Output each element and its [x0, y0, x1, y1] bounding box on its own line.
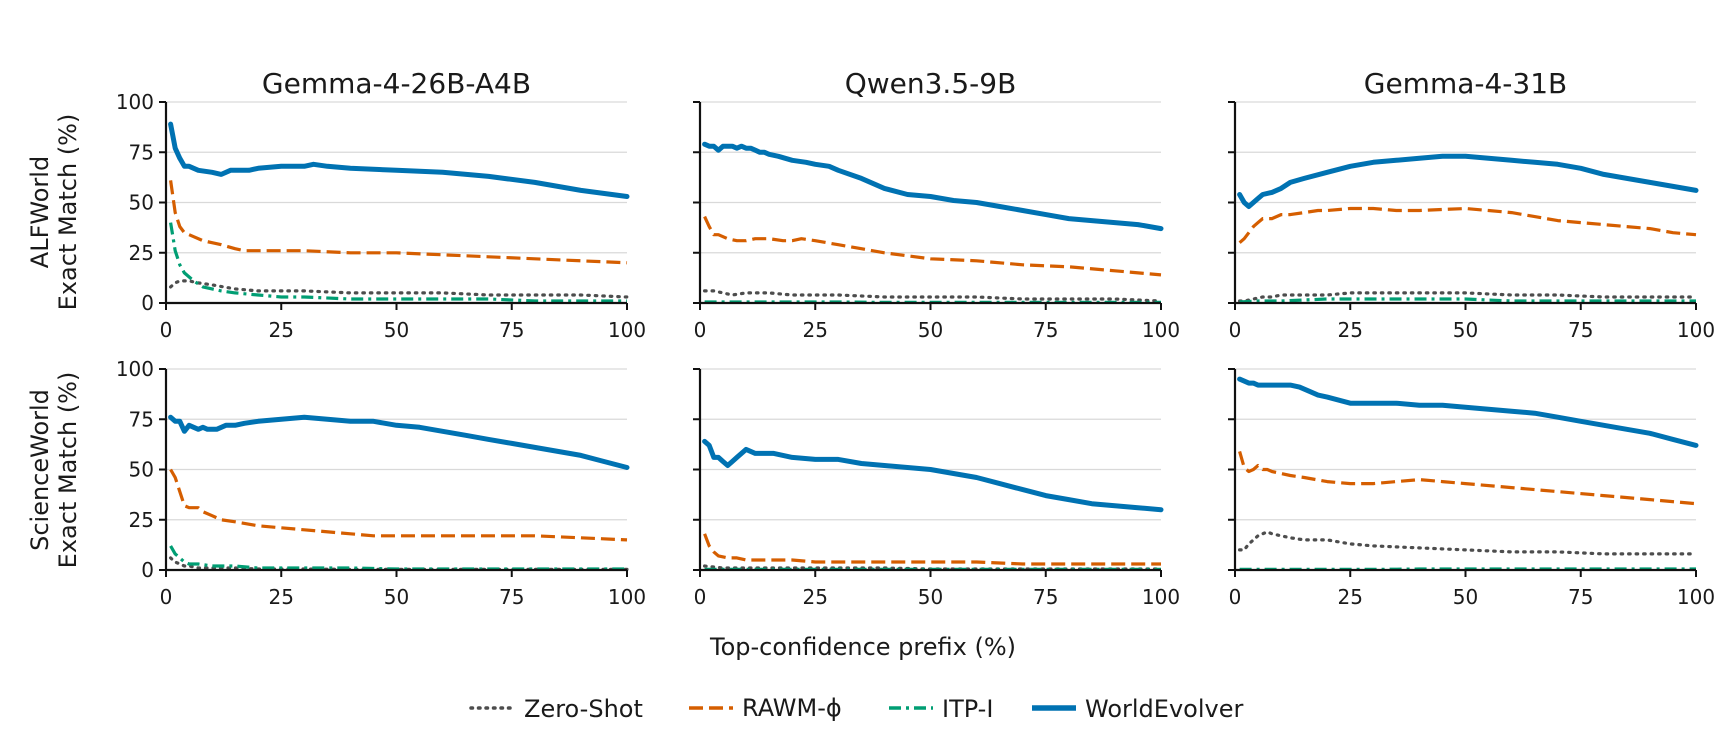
x-tick-label: 75 — [1033, 318, 1058, 342]
x-tick-label: 50 — [1453, 585, 1478, 609]
x-tick-label: 75 — [499, 318, 524, 342]
series-line-itp-i — [169, 222, 627, 303]
y-tick-label: 25 — [129, 241, 154, 265]
y-tick-label: 0 — [141, 291, 154, 315]
legend-item-rawm: RAWM-ϕ — [689, 694, 842, 722]
series-line-rawm — [703, 215, 1162, 277]
x-tick-label: 50 — [384, 585, 409, 609]
legend: Zero-Shot RAWM-ϕ ITP-I WorldEvolver — [469, 694, 1243, 723]
panel-1-3: 0 25 50 75 100 Gemma-4-31B — [1228, 67, 1715, 342]
x-tick-label: 75 — [1568, 318, 1593, 342]
series-line-itp-i — [169, 545, 627, 571]
panel-1-1: 0 25 50 75 100 0 25 50 75 100 Gemma-4-26B-A4B — [116, 67, 646, 342]
x-tick-label: 25 — [1338, 585, 1363, 609]
panel-2-2: 0 25 50 75 100 — [693, 368, 1180, 609]
x-tick-label: 100 — [1142, 585, 1180, 609]
panel-2-1: 0 25 50 75 100 0 25 50 75 100 — [116, 357, 646, 609]
legend-item-zero-shot: Zero-Shot — [469, 695, 643, 723]
x-tick-label: 0 — [1229, 318, 1242, 342]
y-tick-label: 75 — [129, 407, 154, 431]
legend-label-worldevolver: WorldEvolver — [1085, 695, 1243, 723]
x-tick-label: 75 — [1568, 585, 1593, 609]
x-tick-label: 100 — [1677, 318, 1715, 342]
x-tick-label: 50 — [918, 318, 943, 342]
series-line-rawm — [703, 533, 1161, 566]
panel-2-3: 0 25 50 75 100 — [1228, 368, 1715, 609]
series-line-worldevolver — [702, 438, 1164, 513]
series-line-rawm — [169, 180, 628, 265]
x-tick-label: 75 — [1033, 585, 1058, 609]
y-tick-label: 25 — [129, 508, 154, 532]
legend-item-itp-i: ITP-I — [889, 695, 993, 723]
series-line-worldevolver — [1237, 376, 1699, 448]
row-label-line2: Exact Match (%) — [54, 372, 82, 569]
panel-1-2: 0 25 50 75 100 Qwen3.5-9B — [693, 67, 1180, 342]
y-tick-label: 50 — [129, 458, 154, 482]
x-axis-label: Top-confidence prefix (%) — [709, 633, 1016, 661]
series-line-itp-i — [1239, 297, 1696, 304]
x-tick-label: 0 — [160, 585, 173, 609]
x-tick-label: 100 — [608, 318, 646, 342]
x-tick-label: 0 — [160, 318, 173, 342]
x-tick-label: 100 — [1142, 318, 1180, 342]
row-label-line2: Exact Match (%) — [54, 114, 82, 311]
x-tick-label: 50 — [918, 585, 943, 609]
series-line-rawm — [1238, 206, 1697, 244]
legend-label-rawm: RAWM-ϕ — [742, 694, 842, 722]
x-tick-label: 25 — [1338, 318, 1363, 342]
panel-title: Qwen3.5-9B — [845, 67, 1017, 100]
series-line-worldevolver — [1237, 153, 1699, 209]
series-line-rawm — [169, 468, 628, 542]
panel-title: Gemma-4-26B-A4B — [262, 67, 531, 100]
series-line-rawm — [1238, 450, 1697, 506]
y-tick-label: 100 — [116, 90, 154, 114]
row-label-line1: ALFWorld — [26, 156, 54, 268]
x-tick-label: 75 — [499, 585, 524, 609]
row-label-alfworld: ALFWorld Exact Match (%) — [26, 114, 82, 311]
x-tick-label: 50 — [1453, 318, 1478, 342]
x-tick-label: 25 — [269, 585, 294, 609]
y-tick-label: 0 — [141, 558, 154, 582]
series-line-zero-shot — [702, 289, 1163, 303]
x-tick-label: 25 — [803, 585, 828, 609]
panel-title: Gemma-4-31B — [1364, 67, 1568, 100]
series-line-worldevolver — [168, 121, 630, 199]
legend-label-zero-shot: Zero-Shot — [524, 695, 643, 723]
y-tick-label: 50 — [129, 191, 154, 215]
y-tick-label: 75 — [129, 140, 154, 164]
y-tick-label: 100 — [116, 357, 154, 381]
x-tick-label: 0 — [694, 585, 707, 609]
x-tick-label: 0 — [1229, 585, 1242, 609]
x-tick-label: 25 — [269, 318, 294, 342]
series-line-worldevolver — [168, 414, 630, 470]
legend-label-itp-i: ITP-I — [942, 695, 993, 723]
legend-item-worldevolver: WorldEvolver — [1032, 695, 1243, 723]
series-line-zero-shot — [1237, 291, 1698, 303]
x-tick-label: 100 — [608, 585, 646, 609]
series-line-zero-shot — [1237, 530, 1698, 556]
row-label-scienceworld: ScienceWorld Exact Match (%) — [26, 372, 82, 569]
row-label-line1: ScienceWorld — [26, 389, 54, 551]
series-line-worldevolver — [702, 141, 1164, 232]
x-tick-label: 100 — [1677, 585, 1715, 609]
x-tick-label: 25 — [803, 318, 828, 342]
series-line-zero-shot — [169, 279, 629, 299]
x-tick-label: 0 — [694, 318, 707, 342]
x-tick-label: 50 — [384, 318, 409, 342]
